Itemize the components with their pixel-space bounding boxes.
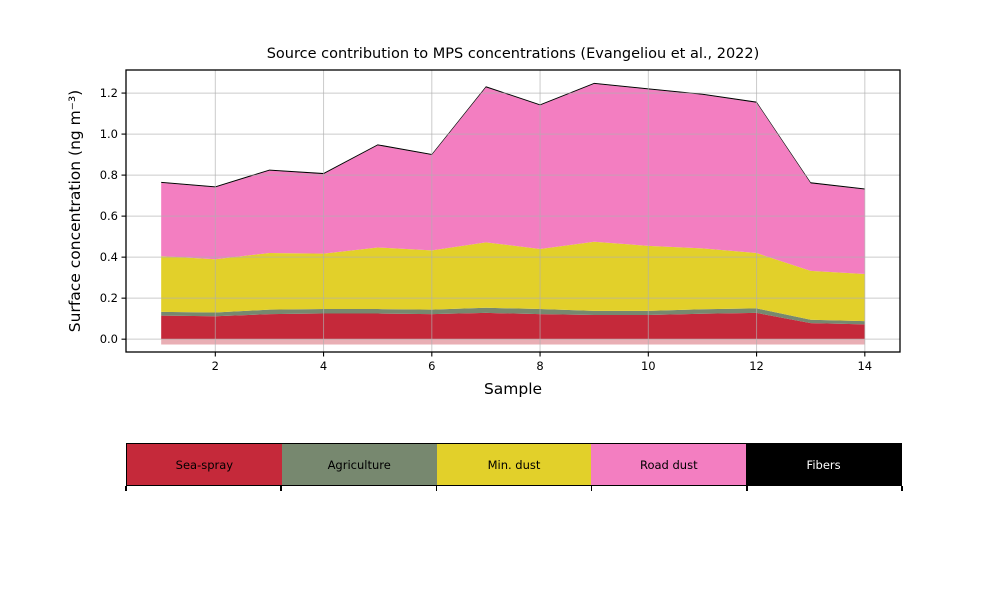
area-min-dust (161, 241, 865, 322)
legend: Sea-spray Agriculture Min. dust Road dus… (126, 443, 902, 486)
legend-item-road-dust: Road dust (591, 444, 747, 485)
legend-label-min-dust: Min. dust (487, 457, 541, 472)
axis-frame (125, 69, 901, 353)
legend-tick (590, 486, 593, 491)
x-tick-label: 10 (641, 359, 656, 373)
x-tick-label: 4 (320, 359, 327, 373)
legend-tick (435, 486, 438, 491)
legend-label-fibers: Fibers (806, 457, 841, 472)
area-sea-spray (161, 312, 865, 340)
legend-label-road-dust: Road dust (639, 457, 698, 472)
y-axis-label: Surface concentration (ng m⁻³) (66, 90, 84, 332)
chart-title: Source contribution to MPS concentration… (267, 46, 760, 62)
grid-layer (126, 70, 900, 352)
x-tick-label: 6 (428, 359, 435, 373)
y-tick-label: 0.6 (100, 209, 118, 223)
y-tick-label: 1.0 (100, 127, 118, 141)
legend-tick (280, 486, 282, 491)
x-tick-label: 2 (212, 359, 219, 373)
legend-label-agriculture: Agriculture (327, 457, 391, 472)
x-tick-label: 12 (749, 359, 764, 373)
x-axis-label: Sample (484, 380, 542, 398)
axis-layer: 2 4 6 8 10 12 14 0.0 0.2 0.4 0.6 0.8 1.0 1.2 (100, 69, 901, 373)
x-tick-label: 14 (857, 359, 872, 373)
y-tick-label: 0.4 (100, 250, 118, 264)
baseline-strip (161, 339, 865, 345)
x-tick-label: 8 (536, 359, 543, 373)
area-agriculture (161, 307, 865, 325)
legend-item-sea-spray: Sea-spray (127, 444, 282, 485)
legend-item-min-dust: Min. dust (436, 444, 592, 485)
legend-tick (901, 486, 903, 491)
y-tick-label: 0.2 (100, 291, 118, 305)
y-tick-label: 0.0 (100, 332, 118, 346)
stacked-areas-layer (161, 82, 865, 345)
area-road-dust (161, 83, 865, 274)
legend-tick (746, 486, 748, 491)
y-tick-label: 1.2 (100, 86, 118, 100)
legend-item-agriculture: Agriculture (281, 444, 437, 485)
legend-label-sea-spray: Sea-spray (175, 457, 234, 472)
legend-item-fibers: Fibers (746, 444, 901, 485)
y-tick-label: 0.8 (100, 168, 118, 182)
legend-tick (125, 486, 127, 491)
